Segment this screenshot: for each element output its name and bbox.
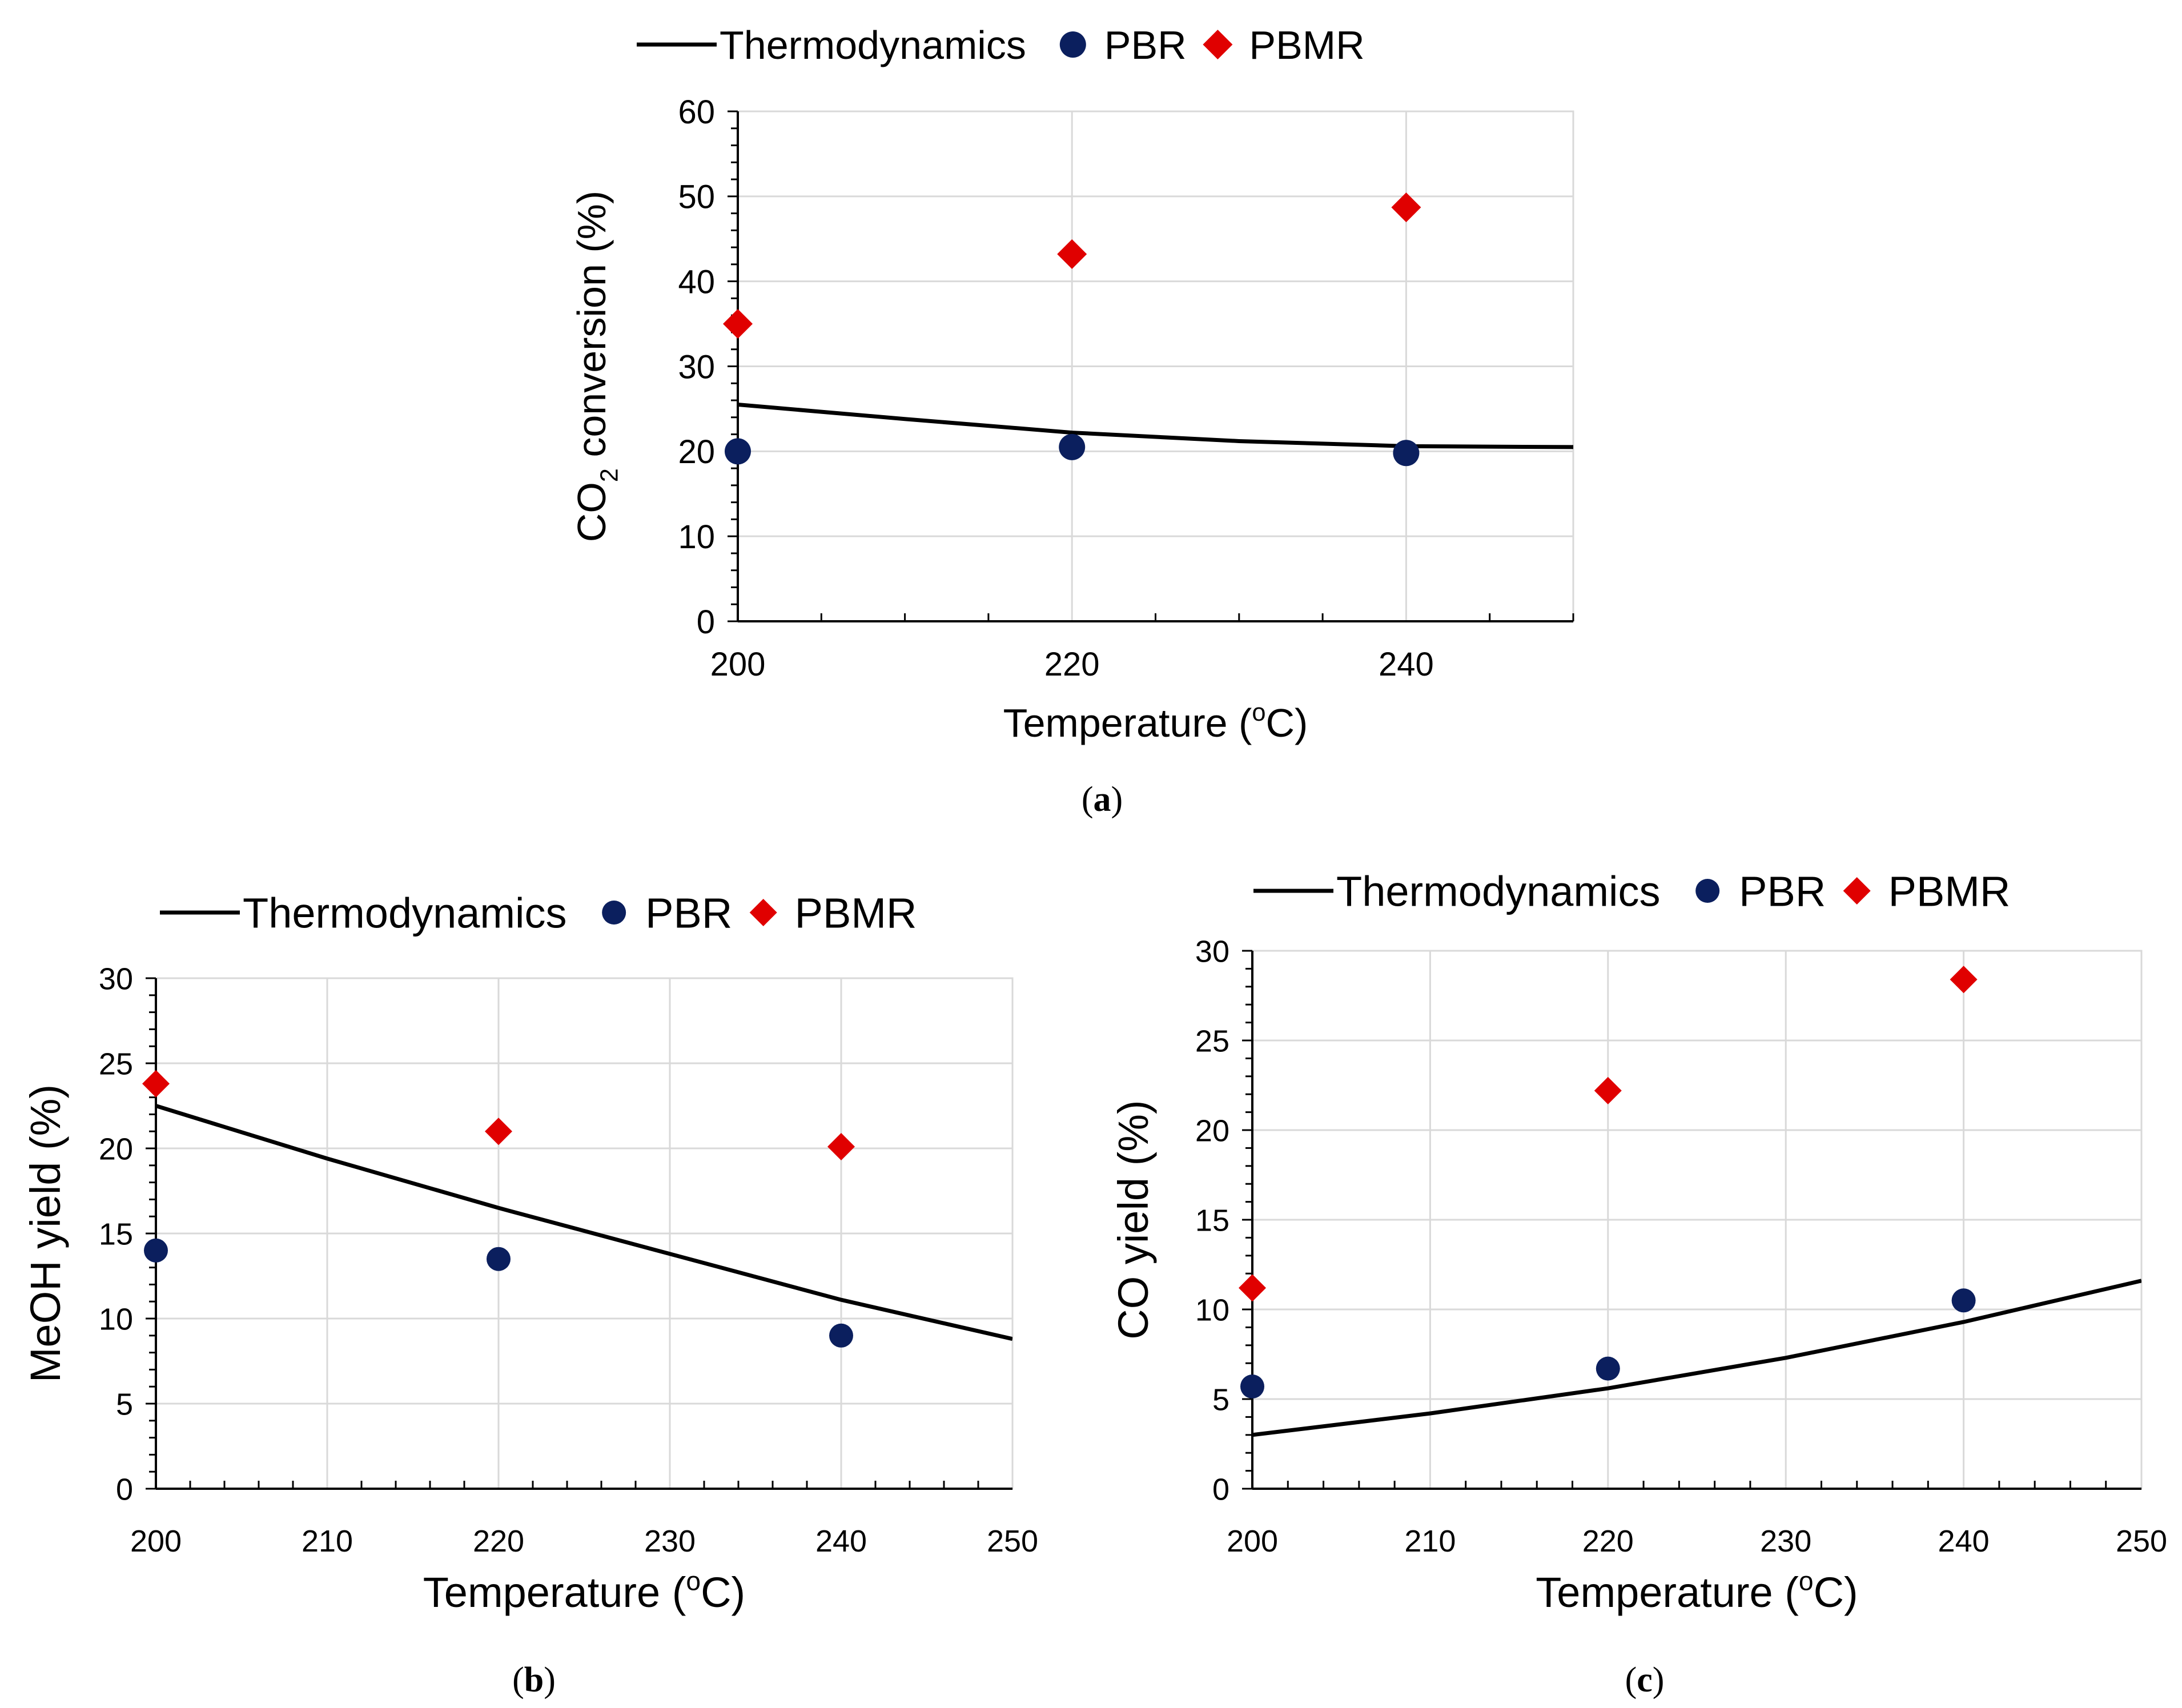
- panel-label: (a): [1082, 780, 1123, 819]
- x-tick-label: 240: [815, 1524, 867, 1558]
- pbr-point: [1393, 440, 1420, 467]
- pbmr-point: [1950, 966, 1978, 994]
- legend-label-thermodynamics: Thermodynamics: [1336, 868, 1661, 915]
- chart-panel-1: 0 10 20 30 40 50 60 200 220 240 Temperature (oC) CO…: [569, 23, 1574, 819]
- y-tick-label: 25: [99, 1047, 133, 1081]
- legend-circle-swatch: [1059, 31, 1086, 58]
- pbr-point: [144, 1238, 168, 1263]
- y-tick-label: 10: [678, 519, 715, 556]
- x-tick-label: 200: [710, 646, 766, 683]
- x-tick-label: 230: [1760, 1524, 1811, 1558]
- x-tick-label: 220: [473, 1524, 524, 1558]
- legend-label-pbr: PBR: [645, 890, 732, 937]
- y-axis-label: CO2 conversion (%): [569, 191, 624, 542]
- legend: Thermodynamics PBR PBMR: [160, 890, 917, 937]
- y-tick-label: 60: [678, 94, 715, 131]
- pbr-point: [487, 1247, 511, 1271]
- y-tick-label: 20: [1195, 1114, 1229, 1148]
- pbr-point: [1951, 1288, 1976, 1313]
- y-tick-label: 40: [678, 264, 715, 301]
- x-tick-label: 250: [987, 1524, 1038, 1558]
- chart-panel-2: 0 5 10 15 20 25 30 200 210 220 230 240 250 Temperatur…: [22, 890, 1038, 1699]
- panel-label: (b): [512, 1661, 556, 1699]
- pbmr-point: [1594, 1076, 1622, 1104]
- y-tick-label: 20: [678, 433, 715, 471]
- x-tick-label: 200: [130, 1524, 182, 1558]
- legend-label-pbr: PBR: [1104, 23, 1187, 67]
- y-tick-label: 10: [99, 1302, 133, 1336]
- series-thermodynamics-line: [1252, 1279, 2141, 1437]
- pbmr-point: [1057, 239, 1087, 270]
- pbmr-point: [485, 1118, 512, 1146]
- legend-label-pbr: PBR: [1739, 868, 1826, 915]
- legend-circle-swatch: [1695, 879, 1720, 903]
- x-tick-label: 240: [1938, 1524, 1990, 1558]
- pbmr-point: [142, 1070, 170, 1098]
- x-tick-label: 250: [2116, 1524, 2167, 1558]
- pbr-point: [829, 1323, 853, 1348]
- x-axis-label: Temperature (oC): [1003, 699, 1308, 745]
- legend-label-thermodynamics: Thermodynamics: [720, 23, 1026, 67]
- x-axis-label: Temperature (oC): [1536, 1566, 1858, 1616]
- legend: Thermodynamics PBR PBMR: [637, 23, 1365, 67]
- y-tick-label: 25: [1195, 1024, 1229, 1058]
- legend-diamond-swatch: [1203, 30, 1233, 59]
- x-axis-label: Temperature (oC): [423, 1566, 745, 1616]
- y-tick-label: 5: [116, 1387, 133, 1421]
- x-tick-label: 210: [1404, 1524, 1456, 1558]
- x-tick-label: 220: [1044, 646, 1100, 683]
- y-tick-label: 10: [1195, 1293, 1229, 1327]
- pbmr-point: [827, 1133, 855, 1161]
- pbr-point: [1596, 1356, 1620, 1381]
- legend: Thermodynamics PBR PBMR: [1253, 868, 2010, 915]
- pbr-point: [1059, 433, 1086, 460]
- pbr-point: [725, 438, 751, 465]
- y-tick-label: 5: [1212, 1383, 1229, 1417]
- x-tick-label: 210: [302, 1524, 353, 1558]
- y-tick-label: 30: [1195, 934, 1229, 968]
- y-tick-label: 20: [99, 1132, 133, 1166]
- x-tick-label: 220: [1582, 1524, 1634, 1558]
- y-tick-label: 15: [1195, 1203, 1229, 1237]
- y-tick-label: 15: [99, 1217, 133, 1251]
- legend-label-pbmr: PBMR: [795, 890, 917, 937]
- y-tick-label: 0: [116, 1472, 133, 1506]
- legend-label-pbmr: PBMR: [1249, 23, 1364, 67]
- legend-diamond-swatch: [1843, 877, 1871, 905]
- x-tick-label: 230: [644, 1524, 696, 1558]
- y-tick-label: 0: [697, 604, 715, 641]
- pbmr-point: [1391, 192, 1421, 223]
- series-thermodynamics-line: [156, 1104, 1012, 1341]
- x-tick-label: 200: [1227, 1524, 1278, 1558]
- pbmr-point: [1239, 1274, 1266, 1302]
- y-tick-label: 30: [678, 348, 715, 385]
- legend-circle-swatch: [602, 901, 626, 925]
- legend-diamond-swatch: [749, 899, 777, 926]
- y-tick-label: 30: [99, 962, 133, 996]
- panel-label: (c): [1625, 1661, 1665, 1699]
- pbmr-point: [723, 309, 753, 339]
- y-axis-label: CO yield (%): [1110, 1100, 1157, 1339]
- pbr-point: [1240, 1375, 1264, 1399]
- y-tick-label: 0: [1212, 1472, 1229, 1506]
- series-thermodynamics-line: [738, 402, 1573, 449]
- y-axis-label: MeOH yield (%): [22, 1084, 69, 1383]
- x-tick-label: 240: [1379, 646, 1434, 683]
- y-tick-label: 50: [678, 179, 715, 216]
- legend-label-pbmr: PBMR: [1888, 868, 2011, 915]
- legend-label-thermodynamics: Thermodynamics: [243, 890, 567, 937]
- chart-panel-3: 0 5 10 15 20 25 30 200 210 220 230 240 250 Temperatur…: [1110, 868, 2167, 1699]
